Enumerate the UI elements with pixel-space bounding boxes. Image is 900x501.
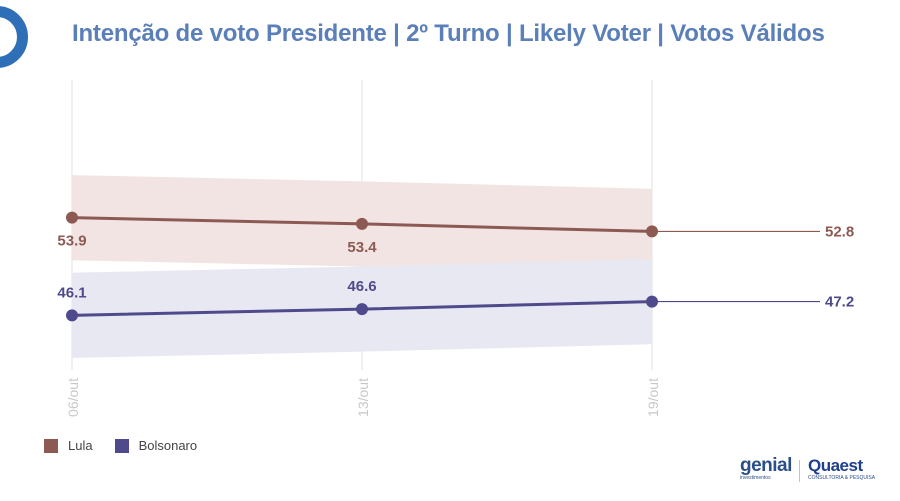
data-label-lula-1: 53.4 [347,239,377,256]
data-label-bolsonaro-0: 46.1 [57,284,86,301]
brand-divider [799,460,800,482]
data-label-bolsonaro-2: 47.2 [825,294,854,311]
genial-logo-sub: investimentos [740,475,771,481]
legend-swatch-bolsonaro [114,438,129,453]
legend-label-lula: Lula [68,438,93,453]
data-point-lula-2 [646,225,658,238]
legend-item-bolsonaro: Bolsonaro [114,438,198,453]
x-tick-label-0: 06/out [65,378,81,417]
data-label-bolsonaro-1: 46.6 [347,278,376,295]
data-label-lula-2: 52.8 [825,223,854,240]
data-point-bolsonaro-2 [646,295,658,308]
genial-logo: genial investimentos [740,455,792,481]
data-point-bolsonaro-1 [356,303,368,316]
legend-item-lula: Lula [44,438,93,453]
x-tick-label-2: 19/out [645,378,661,417]
x-tick-label-1: 13/out [355,378,371,417]
chart-title: Intenção de voto Presidente | 2º Turno |… [72,20,825,47]
legend-label-bolsonaro: Bolsonaro [138,438,198,453]
quaest-logo: Quaest CONSULTORIA & PESQUISA [808,456,876,482]
quaest-logo-name: Quaest [808,456,863,475]
data-point-lula-0 [66,211,78,224]
data-point-lula-1 [356,217,368,230]
chart-legend: Lula Bolsonaro [44,438,197,453]
data-point-bolsonaro-0 [66,309,78,322]
data-label-lula-0: 53.9 [57,233,86,250]
genial-logo-name: genial [740,455,792,476]
legend-swatch-lula [44,438,58,453]
quaest-logo-sub: CONSULTORIA & PESQUISA [808,475,876,481]
corner-logo-ring [0,6,28,68]
